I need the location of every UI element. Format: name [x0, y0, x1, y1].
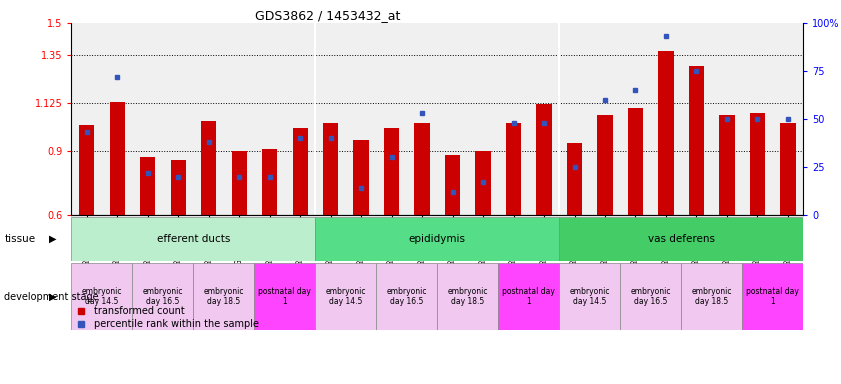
Text: embryonic
day 14.5: embryonic day 14.5	[82, 287, 122, 306]
Bar	[437, 263, 498, 330]
Bar	[445, 155, 460, 215]
Bar	[79, 126, 94, 215]
Bar	[628, 108, 643, 215]
Text: efferent ducts: efferent ducts	[156, 234, 230, 244]
Legend: transformed count, percentile rank within the sample: transformed count, percentile rank withi…	[77, 306, 259, 329]
Bar	[620, 263, 681, 330]
Bar	[559, 217, 803, 261]
Bar	[71, 217, 315, 261]
Bar	[415, 123, 430, 215]
Bar	[567, 142, 582, 215]
Text: embryonic
day 16.5: embryonic day 16.5	[631, 287, 671, 306]
Bar	[719, 115, 734, 215]
Text: epididymis: epididymis	[409, 234, 466, 244]
Bar	[506, 123, 521, 215]
Bar	[140, 157, 156, 215]
Text: development stage: development stage	[4, 291, 99, 302]
Text: vas deferens: vas deferens	[648, 234, 715, 244]
Bar	[353, 141, 368, 215]
Bar	[780, 123, 796, 215]
Bar	[559, 263, 620, 330]
Bar	[689, 66, 704, 215]
Text: postnatal day
1: postnatal day 1	[502, 287, 555, 306]
Bar	[323, 123, 338, 215]
Bar	[71, 263, 132, 330]
Bar	[193, 263, 254, 330]
Bar	[315, 263, 376, 330]
Bar	[171, 160, 186, 215]
Text: ▶: ▶	[49, 291, 56, 302]
Text: embryonic
day 18.5: embryonic day 18.5	[204, 287, 244, 306]
Bar	[315, 217, 559, 261]
Bar	[742, 263, 803, 330]
Text: postnatal day
1: postnatal day 1	[258, 287, 311, 306]
Text: ▶: ▶	[49, 234, 56, 244]
Bar	[384, 127, 399, 215]
Text: embryonic
day 18.5: embryonic day 18.5	[447, 287, 488, 306]
Bar	[376, 263, 437, 330]
Bar	[597, 115, 612, 215]
Bar	[659, 51, 674, 215]
Text: tissue: tissue	[4, 234, 35, 244]
Bar	[254, 263, 315, 330]
Text: embryonic
day 14.5: embryonic day 14.5	[569, 287, 610, 306]
Text: embryonic
day 16.5: embryonic day 16.5	[387, 287, 427, 306]
Bar	[681, 263, 742, 330]
Bar	[231, 151, 246, 215]
Bar	[109, 102, 124, 215]
Bar	[750, 113, 765, 215]
Bar	[132, 263, 193, 330]
Text: postnatal day
1: postnatal day 1	[746, 287, 799, 306]
Text: embryonic
day 16.5: embryonic day 16.5	[143, 287, 183, 306]
Bar	[537, 104, 552, 215]
Bar	[293, 127, 308, 215]
Title: GDS3862 / 1453432_at: GDS3862 / 1453432_at	[255, 9, 400, 22]
Bar	[475, 151, 490, 215]
Bar	[201, 121, 216, 215]
Text: embryonic
day 18.5: embryonic day 18.5	[691, 287, 732, 306]
Bar	[262, 149, 278, 215]
Text: embryonic
day 14.5: embryonic day 14.5	[325, 287, 366, 306]
Bar	[498, 263, 559, 330]
